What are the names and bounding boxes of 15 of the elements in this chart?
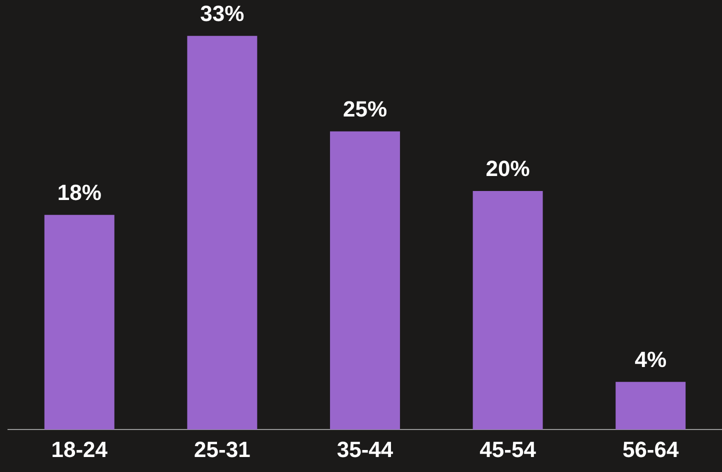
x-tick-label: 35-44 xyxy=(336,436,394,462)
x-tick-label: 56-64 xyxy=(622,436,680,462)
bar xyxy=(330,131,400,430)
data-label: 20% xyxy=(486,156,530,182)
data-label: 18% xyxy=(57,180,102,205)
bar xyxy=(472,190,543,430)
bar xyxy=(187,36,258,430)
data-label: 25% xyxy=(342,96,388,122)
data-label: 33% xyxy=(200,0,244,26)
bar xyxy=(616,382,686,430)
x-tick-label: 18-24 xyxy=(51,436,108,462)
x-tick-label: 25-31 xyxy=(194,436,250,462)
x-tick-label: 45-54 xyxy=(480,436,537,462)
data-label: 4% xyxy=(634,346,666,372)
bar xyxy=(44,214,114,430)
